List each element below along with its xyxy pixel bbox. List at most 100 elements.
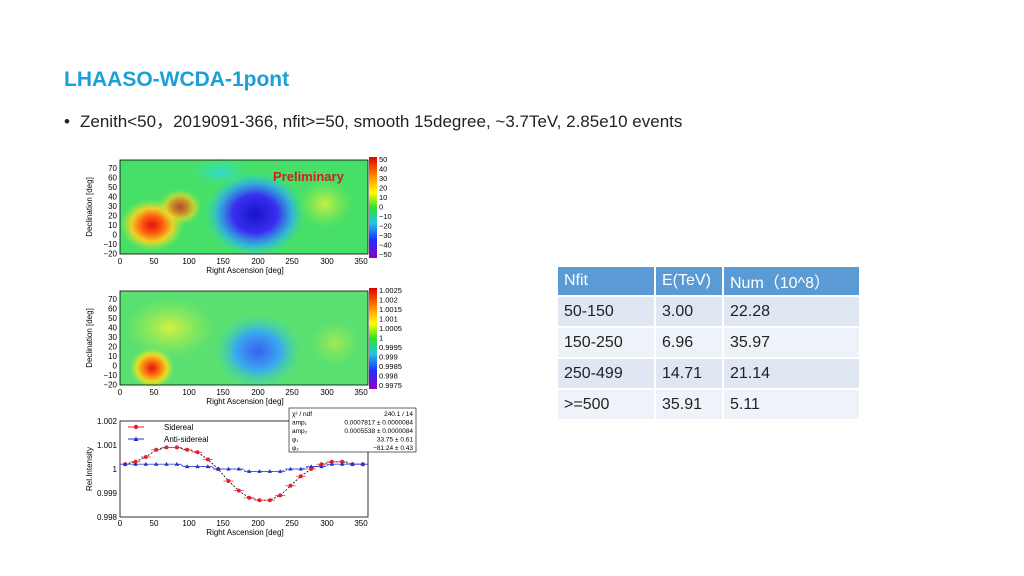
cell-nfit: 250-499 [558, 359, 654, 388]
fit-stat-value: 33.75 ± 0.61 [377, 437, 413, 444]
z-tick: 30 [379, 174, 387, 183]
x-tick: 350 [354, 388, 368, 397]
x-tick-labels: 0 50 100 150 200 250 300 350 [118, 388, 368, 397]
z-tick: 0.9985 [379, 362, 402, 371]
y-tick: 60 [108, 174, 117, 183]
y-tick: 40 [108, 324, 117, 333]
y-tick: 60 [108, 305, 117, 314]
cell-nfit: >=500 [558, 390, 654, 419]
point-anti-sidereal [195, 464, 200, 469]
legend-marker-anti-sidereal [133, 436, 139, 441]
y-tick: 0.999 [97, 489, 118, 498]
fit-stat-name: φ₂ [292, 445, 299, 452]
x-tick-labels: 0 50 100 150 200 250 300 350 [118, 257, 368, 266]
y-axis-title: Declination [deg] [85, 308, 94, 368]
x-tick: 150 [216, 519, 230, 528]
y-tick: 1.001 [97, 441, 118, 450]
z-tick: 0.9995 [379, 343, 402, 352]
z-tick: 1.0005 [379, 324, 402, 333]
fit-stats-frame [288, 407, 417, 453]
point-sidereal [133, 459, 138, 464]
cell-energy: 3.00 [656, 297, 722, 326]
fit-stat-name: amp₁ [292, 420, 308, 427]
x-tick-labels: 0 50 100 150 200 250 300 350 [118, 519, 368, 528]
deficit-region-blue [205, 172, 305, 256]
intensity-profile-chart: 1.002 1.001 1 0.999 0.998 0 50 100 150 2… [80, 405, 425, 545]
point-anti-sidereal [277, 469, 283, 473]
y-tick: 40 [108, 193, 117, 202]
deficit-region-blue [213, 313, 303, 389]
point-sidereal [226, 479, 231, 483]
x-tick: 100 [182, 519, 196, 528]
point-anti-sidereal [226, 466, 231, 471]
x-tick: 100 [182, 257, 196, 266]
point-sidereal [164, 445, 169, 450]
point-sidereal [195, 450, 200, 455]
y-tick-labels: 70 60 50 40 30 20 10 0 −10 −20 [103, 295, 117, 390]
z-tick: 1.001 [379, 315, 398, 324]
y-tick: 70 [108, 164, 117, 173]
cell-energy: 35.91 [656, 390, 722, 419]
preliminary-label: Preliminary [273, 169, 345, 184]
y-axis-title: Declination [deg] [85, 177, 94, 237]
z-tick: 20 [379, 184, 387, 193]
z-tick: 0.999 [379, 353, 398, 362]
point-anti-sidereal [298, 466, 304, 471]
bullet-text: Zenith<50，2019091-366, nfit>=50, smooth … [80, 112, 683, 131]
point-sidereal [257, 498, 262, 503]
fit-stat-name: χ² / ndf [292, 411, 312, 418]
z-tick: −50 [379, 250, 392, 259]
point-sidereal [247, 495, 252, 500]
point-sidereal [205, 457, 210, 462]
point-sidereal [267, 498, 272, 503]
excess-region-yellow [125, 298, 215, 358]
cell-nfit: 50-150 [558, 297, 654, 326]
point-anti-sidereal [122, 461, 128, 466]
x-tick: 200 [251, 257, 265, 266]
table-header-row: Nfit E(TeV) Num（10^8） [558, 267, 859, 295]
point-sidereal [288, 483, 293, 488]
x-axis-title: Right Ascension [deg] [206, 397, 283, 406]
significance-map-svg: Preliminary 70 60 50 40 30 20 10 0 −10 −… [85, 155, 392, 275]
z-tick: 40 [379, 165, 387, 174]
series-layer [120, 445, 368, 503]
y-tick: 1.002 [97, 417, 118, 426]
z-tick: −10 [379, 212, 392, 221]
y-tick: 50 [108, 314, 117, 323]
header-energy: E(TeV) [656, 267, 722, 295]
x-tick: 150 [216, 257, 230, 266]
point-anti-sidereal [143, 461, 149, 466]
z-tick: 10 [379, 193, 387, 202]
y-tick: −10 [103, 371, 117, 380]
z-tick: −30 [379, 231, 392, 240]
x-tick: 0 [118, 519, 123, 528]
z-tick: 0 [379, 203, 383, 212]
relative-intensity-map-svg: 70 60 50 40 30 20 10 0 −10 −20 0 50 100 … [85, 286, 402, 406]
point-sidereal [298, 474, 303, 479]
color-scale-bar [369, 288, 377, 389]
color-scale-bar [369, 157, 377, 258]
z-tick: 1.0025 [379, 286, 402, 295]
map-frame [119, 159, 369, 255]
z-tick: 0.9975 [379, 381, 402, 390]
point-anti-sidereal [246, 469, 252, 473]
y-tick: −10 [103, 240, 117, 249]
deficit-region-cyan [190, 158, 250, 186]
x-tick: 250 [285, 388, 299, 397]
z-tick: 1.0015 [379, 305, 402, 314]
point-anti-sidereal [257, 469, 262, 473]
x-tick: 350 [354, 519, 368, 528]
fit-stats-box: χ² / ndf 240.1 / 14 amp₁ 0.0007817 ± 0.0… [288, 407, 417, 453]
point-sidereal [236, 488, 241, 493]
significance-map: Preliminary 70 60 50 40 30 20 10 0 −10 −… [80, 152, 400, 285]
x-tick: 150 [216, 388, 230, 397]
x-tick: 250 [285, 519, 299, 528]
x-tick: 50 [150, 519, 159, 528]
x-tick: 350 [354, 257, 368, 266]
x-axis-title: Right Ascension [deg] [206, 266, 283, 275]
table-row: 150-250 6.96 35.97 [558, 328, 859, 357]
excess-region-red [130, 348, 174, 388]
x-tick: 300 [320, 388, 334, 397]
point-anti-sidereal [267, 469, 273, 473]
y-tick: 0 [113, 362, 118, 371]
